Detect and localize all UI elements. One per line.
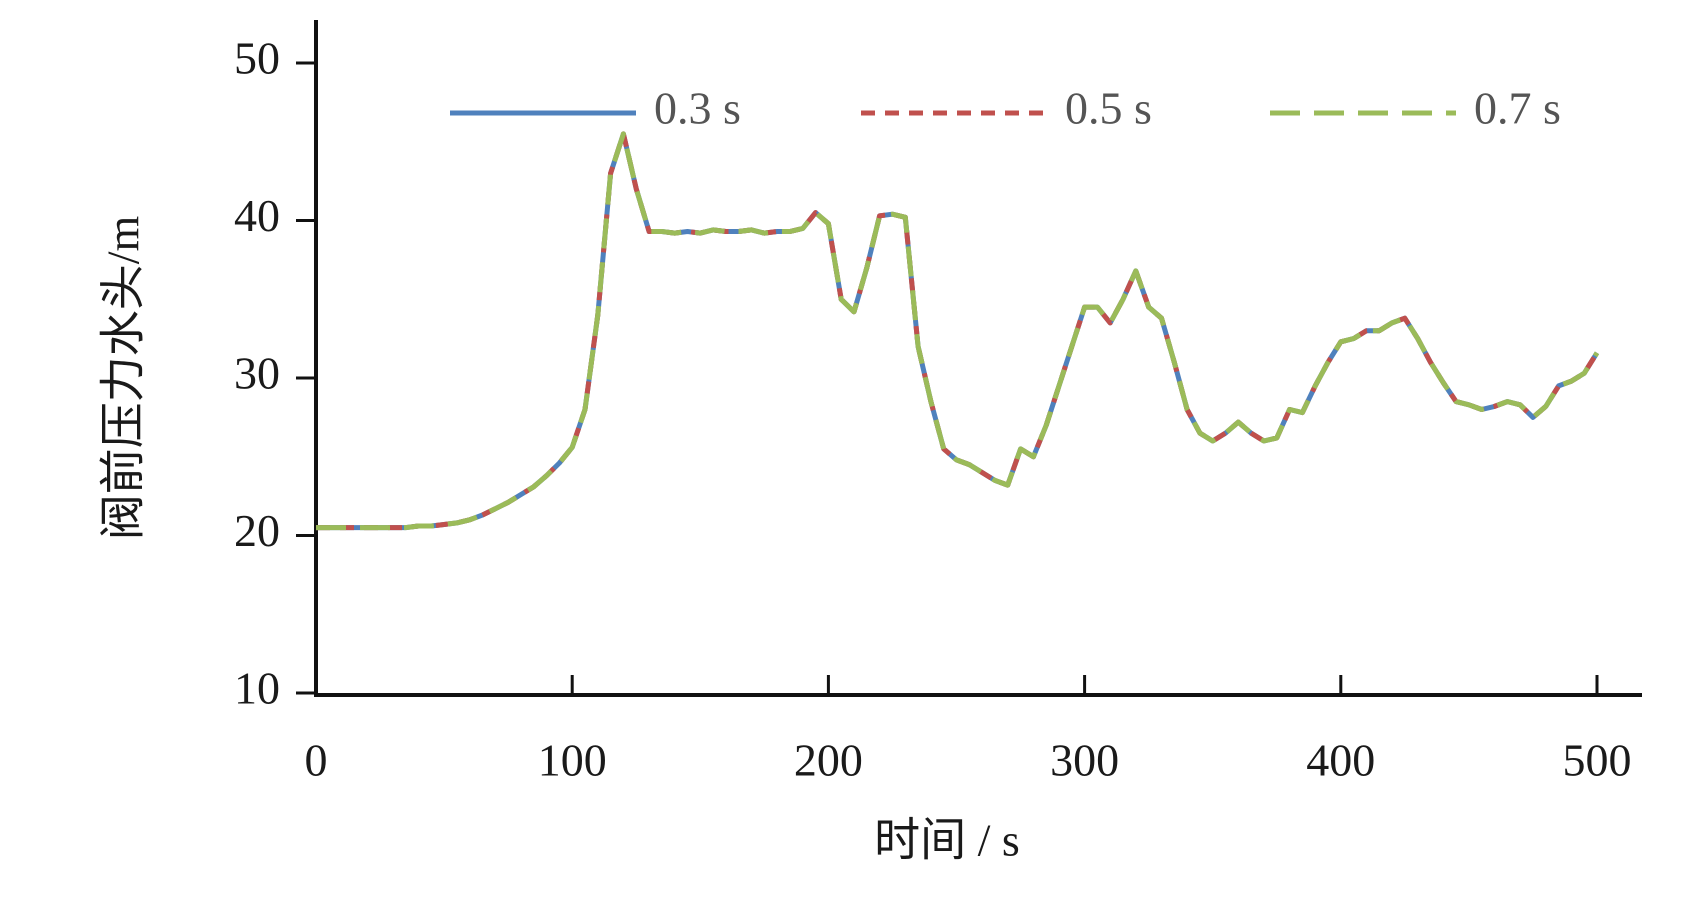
x-tick-label: 100: [538, 735, 607, 786]
y-tick-label: 20: [234, 505, 280, 556]
x-tick-label: 500: [1563, 735, 1632, 786]
y-tick-label: 10: [234, 663, 280, 714]
series-line: [316, 131, 1600, 531]
x-tick-label: 300: [1050, 735, 1119, 786]
y-tick-label: 50: [234, 33, 280, 84]
y-axis-label: 阀前压力水头/m: [98, 216, 149, 541]
x-tick-label: 200: [794, 735, 863, 786]
y-tick-label: 30: [234, 348, 280, 399]
x-tick-label: 0: [305, 735, 328, 786]
legend-label: 0.7 s: [1474, 83, 1561, 134]
x-tick-label: 400: [1306, 735, 1375, 786]
legend-label: 0.5 s: [1065, 83, 1152, 134]
series-line: [316, 131, 1600, 531]
y-tick-label: 40: [234, 190, 280, 241]
legend-label: 0.3 s: [654, 83, 741, 134]
series-line: [316, 131, 1600, 531]
x-axis-label: 时间 / s: [874, 815, 1020, 866]
